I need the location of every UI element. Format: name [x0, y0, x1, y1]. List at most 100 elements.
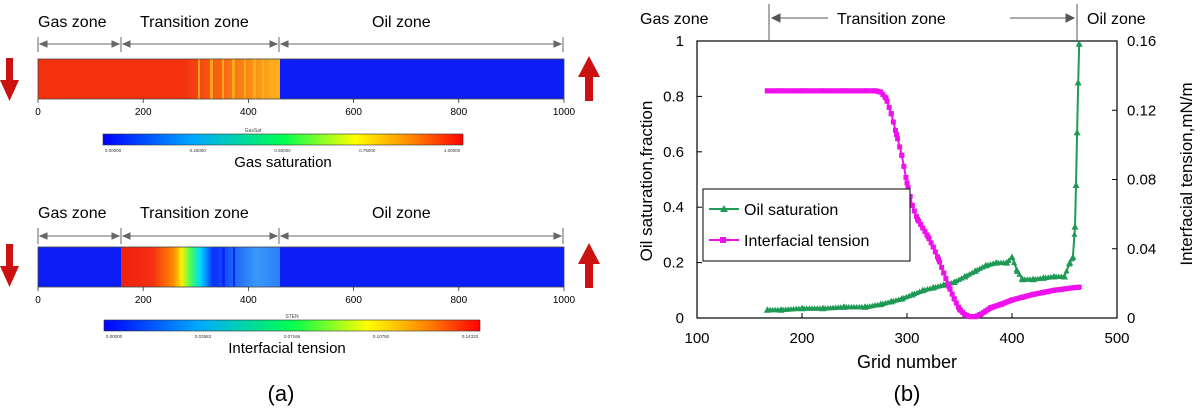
data-point [1062, 286, 1067, 292]
data-point [899, 152, 905, 158]
data-point [887, 297, 895, 305]
y2-tick-label: 0.12 [1127, 102, 1156, 119]
data-point [777, 306, 785, 313]
down-arrow-icon [0, 58, 19, 101]
data-point [799, 88, 805, 94]
data-point [946, 284, 952, 290]
colorbar-tick-label: 0.03583 [195, 334, 212, 339]
data-point [941, 270, 947, 276]
colorbar-tick-label: 0.25000 [190, 148, 207, 153]
panel-b: Gas zone Transition zone Oil zone 100 200… [637, 4, 1196, 406]
panel-a: Gas zone Transition zone Oil zone [0, 14, 600, 406]
data-point [1011, 259, 1018, 266]
data-point [988, 305, 994, 311]
legend-label: Interfacial tension [744, 233, 869, 250]
axis-tick-label: 600 [345, 107, 362, 118]
data-point [949, 291, 955, 297]
data-point [1074, 79, 1082, 86]
data-point [1009, 297, 1015, 303]
y-tick-label: 0 [676, 310, 684, 327]
data-point [983, 308, 989, 314]
colorbar-tick-label: 0.00000 [105, 148, 122, 153]
panel-a-label: (a) [268, 381, 295, 406]
y-tick-label: 0.2 [663, 255, 684, 272]
data-point [1003, 259, 1011, 266]
data-point [1029, 275, 1037, 283]
y-tick-label: 0.4 [663, 199, 684, 216]
data-point [878, 89, 884, 95]
data-point [929, 284, 937, 291]
data-point [892, 127, 898, 133]
data-point [982, 261, 990, 269]
transition-zone-label: Transition zone [837, 11, 946, 28]
data-point [1016, 271, 1023, 277]
data-point [967, 314, 973, 320]
interfacial-tension-bar [37, 246, 565, 288]
data-point [897, 144, 903, 150]
x-axis-label: Grid number [857, 352, 957, 372]
data-point [901, 163, 907, 169]
x-tick-label: 400 [999, 330, 1024, 347]
data-point [919, 286, 927, 294]
colorbar-tick-label: 0.50000 [274, 148, 291, 153]
x-tick-label: 500 [1104, 330, 1129, 347]
axis-tick-label: 0 [35, 295, 41, 306]
data-point [1020, 294, 1025, 300]
oil-zone-label: Oil zone [1087, 11, 1146, 28]
data-point [911, 208, 917, 214]
data-point [1051, 287, 1057, 293]
data-point [1030, 291, 1036, 297]
data-point [1040, 274, 1047, 281]
axis-tick-label: 800 [450, 295, 467, 306]
data-point [1072, 181, 1080, 189]
data-point [950, 278, 958, 285]
data-point [862, 88, 868, 94]
data-point [945, 281, 951, 287]
interfacial-tension-section: Gas zone Transition zone Oil zone [35, 205, 575, 357]
colorbar-tick-labels: 0.00000 0.03583 0.07166 0.10750 0.14333 [106, 334, 479, 339]
data-point [915, 216, 920, 222]
colorbar-tick-label: 0.00000 [106, 334, 123, 339]
data-point [763, 306, 771, 313]
colorbar-tick-labels: 0.00000 0.25000 0.50000 0.75000 1.00000 [105, 148, 461, 153]
legend: Oil saturation Interfacial tension [702, 188, 911, 262]
data-point [972, 314, 978, 320]
data-point [1041, 289, 1046, 295]
axis-tick-label: 0 [35, 107, 41, 118]
series-line [767, 43, 1081, 311]
transition-zone-label: Transition zone [140, 205, 249, 222]
data-point [873, 88, 878, 94]
data-point [925, 234, 931, 240]
data-point [920, 225, 926, 231]
data-point [904, 180, 910, 186]
data-point [841, 88, 847, 94]
data-point [978, 312, 983, 318]
data-point [898, 295, 906, 302]
data-point [961, 272, 969, 280]
colorbar-title: GasSat [245, 128, 262, 134]
gas-zone-label: Gas zone [640, 11, 709, 28]
data-point [909, 202, 915, 208]
series-oil-saturation [763, 40, 1083, 313]
data-point [962, 312, 968, 318]
top-bar-axis: 0 200 400 600 800 1000 [35, 99, 576, 118]
data-point [894, 131, 899, 137]
chart-plot-area: 100 200 300 400 500 0 0.2 0.4 0.6 0.8 1 0 0.04 0.08 0.… [663, 33, 1156, 347]
transition-zone-label: Transition zone [140, 14, 249, 31]
colorbar-tick-label: 0.75000 [359, 148, 376, 153]
axis-tick-label: 600 [345, 295, 362, 306]
data-point [955, 276, 962, 282]
data-point [1072, 285, 1078, 291]
data-point [877, 300, 885, 308]
data-point [1013, 267, 1021, 274]
data-point [840, 303, 848, 310]
colorbar-tick-label: 0.07166 [284, 334, 301, 339]
data-point [895, 136, 901, 142]
data-point [1061, 272, 1068, 280]
data-point [1073, 128, 1081, 136]
data-point [943, 276, 949, 282]
data-point [966, 270, 973, 277]
data-point [939, 264, 945, 270]
oil-zone-label: Oil zone [372, 205, 431, 222]
